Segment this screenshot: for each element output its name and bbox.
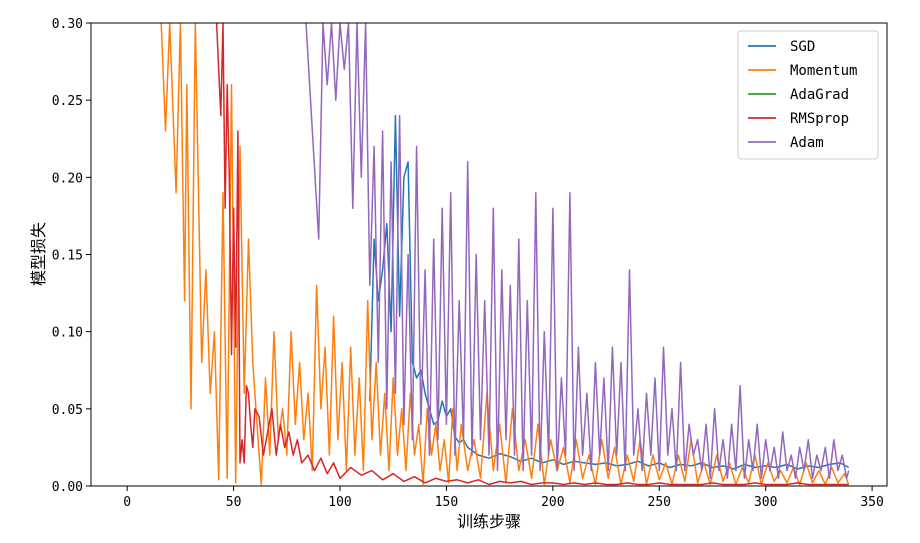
y-tick-label: 0.05 [52, 403, 83, 418]
x-tick-label: 100 [328, 495, 351, 510]
series-line-adam [305, 23, 850, 480]
legend-box [737, 30, 879, 160]
series-layer [160, 23, 850, 486]
y-tick-label: 0.15 [52, 249, 83, 264]
y-tick-label: 0.00 [52, 480, 83, 495]
y-tick-label: 0.20 [52, 171, 83, 186]
y-tick-label: 0.10 [52, 326, 83, 341]
legend-label-adagrad: AdaGrad [790, 87, 849, 103]
x-axis-title: 训练步骤 [457, 512, 521, 531]
y-axis: 0.00 0.05 0.10 0.15 0.20 0.25 0.30 [52, 17, 91, 495]
x-tick-label: 0 [123, 495, 131, 510]
y-tick-label: 0.25 [52, 94, 83, 109]
y-tick-label: 0.30 [52, 17, 83, 32]
y-axis-title: 模型损失 [29, 222, 48, 286]
x-tick-label: 350 [860, 495, 883, 510]
legend: SGD Momentum AdaGrad RMSprop Adam [737, 30, 879, 160]
x-tick-label: 250 [648, 495, 671, 510]
legend-label-adam: Adam [790, 135, 824, 151]
legend-label-momentum: Momentum [790, 63, 857, 79]
x-tick-label: 200 [541, 495, 564, 510]
legend-label-rmsprop: RMSprop [790, 111, 849, 127]
x-tick-label: 300 [754, 495, 777, 510]
x-tick-label: 150 [435, 495, 458, 510]
series-line-momentum [160, 23, 850, 486]
x-tick-label: 50 [226, 495, 242, 510]
series-line-rmsprop [215, 23, 849, 486]
legend-label-sgd: SGD [790, 39, 815, 55]
x-axis: 0 50 100 150 200 250 300 350 [123, 486, 884, 510]
